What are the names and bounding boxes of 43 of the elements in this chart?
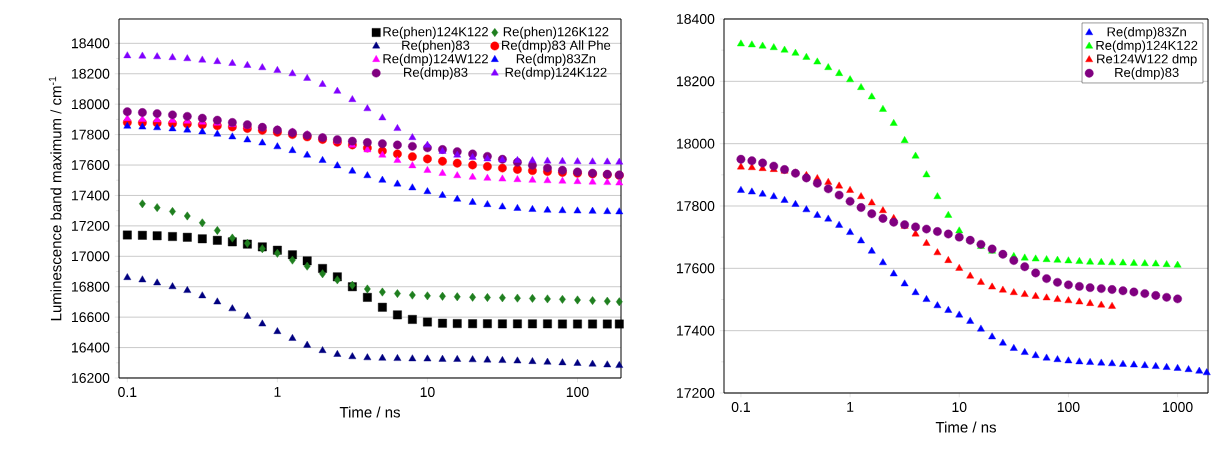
y-tick-label: 18400 [72,38,110,49]
y-tick-label: 17600 [677,263,715,274]
y-tick-label: 17400 [677,325,715,336]
y-tick-label: 16400 [72,342,110,353]
x-tick-label: 100 [1057,402,1080,413]
x-tick-label: 0.1 [118,387,137,398]
y-axis-title: Luminescence band maximum / cm$^{-1}$ [48,76,62,321]
legend-label: Re(phen)126K122 [503,26,609,39]
y-tick-label: 17800 [72,129,110,140]
y-tick-label: 17000 [72,251,110,262]
y-tick-label: 18000 [677,138,715,149]
y-tick-label: 17400 [72,190,110,201]
x-tick-label: 10 [420,387,435,398]
y-tick-label: 18200 [72,68,110,79]
x-tick-label: 1 [274,387,281,397]
y-tick-label: 17600 [72,160,110,170]
legend-label: Re(phen)124K122 [383,26,488,39]
x-tick-label: 100 [566,387,589,398]
y-tick-label: 18200 [677,76,715,87]
y-tick-label: 17200 [677,388,715,398]
legend-label: Re(dmp)124W122 [383,53,488,66]
x-axis-title: Time / ns [935,421,997,433]
y-tick-label: 17800 [677,201,715,211]
legend-label: Re(dmp)83Zn [1107,26,1186,40]
x-tick-label: 10 [952,402,967,413]
y-tick-label: 16600 [72,312,110,323]
legend-label: Re124W122 dmp [1097,53,1197,67]
y-tick-label: 17200 [72,220,110,231]
x-tick-label: 0.1 [731,402,750,413]
x-axis-title: Time / ns [339,406,400,418]
legend-label: Re(dmp)83Zn [516,53,596,66]
x-tick-label: 1 [847,402,854,412]
legend-label: Re(dmp)83 [1115,67,1179,80]
y-tick-label: 16200 [72,373,110,383]
y-tick-label: 16800 [72,281,110,292]
y-tick-label: 18400 [677,14,715,24]
legend-label: Re(dmp)83 All Phe [502,40,611,53]
legend-label: Re(dmp)124K122 [505,67,607,80]
legend-label: Re(dmp)83 [404,67,468,80]
y-tick-label: 18000 [72,99,110,110]
legend-label: Re(phen)83 [402,40,470,53]
x-tick-label: 1000 [1163,402,1193,413]
legend-label: Re(dmp)124K122 [1096,40,1198,53]
